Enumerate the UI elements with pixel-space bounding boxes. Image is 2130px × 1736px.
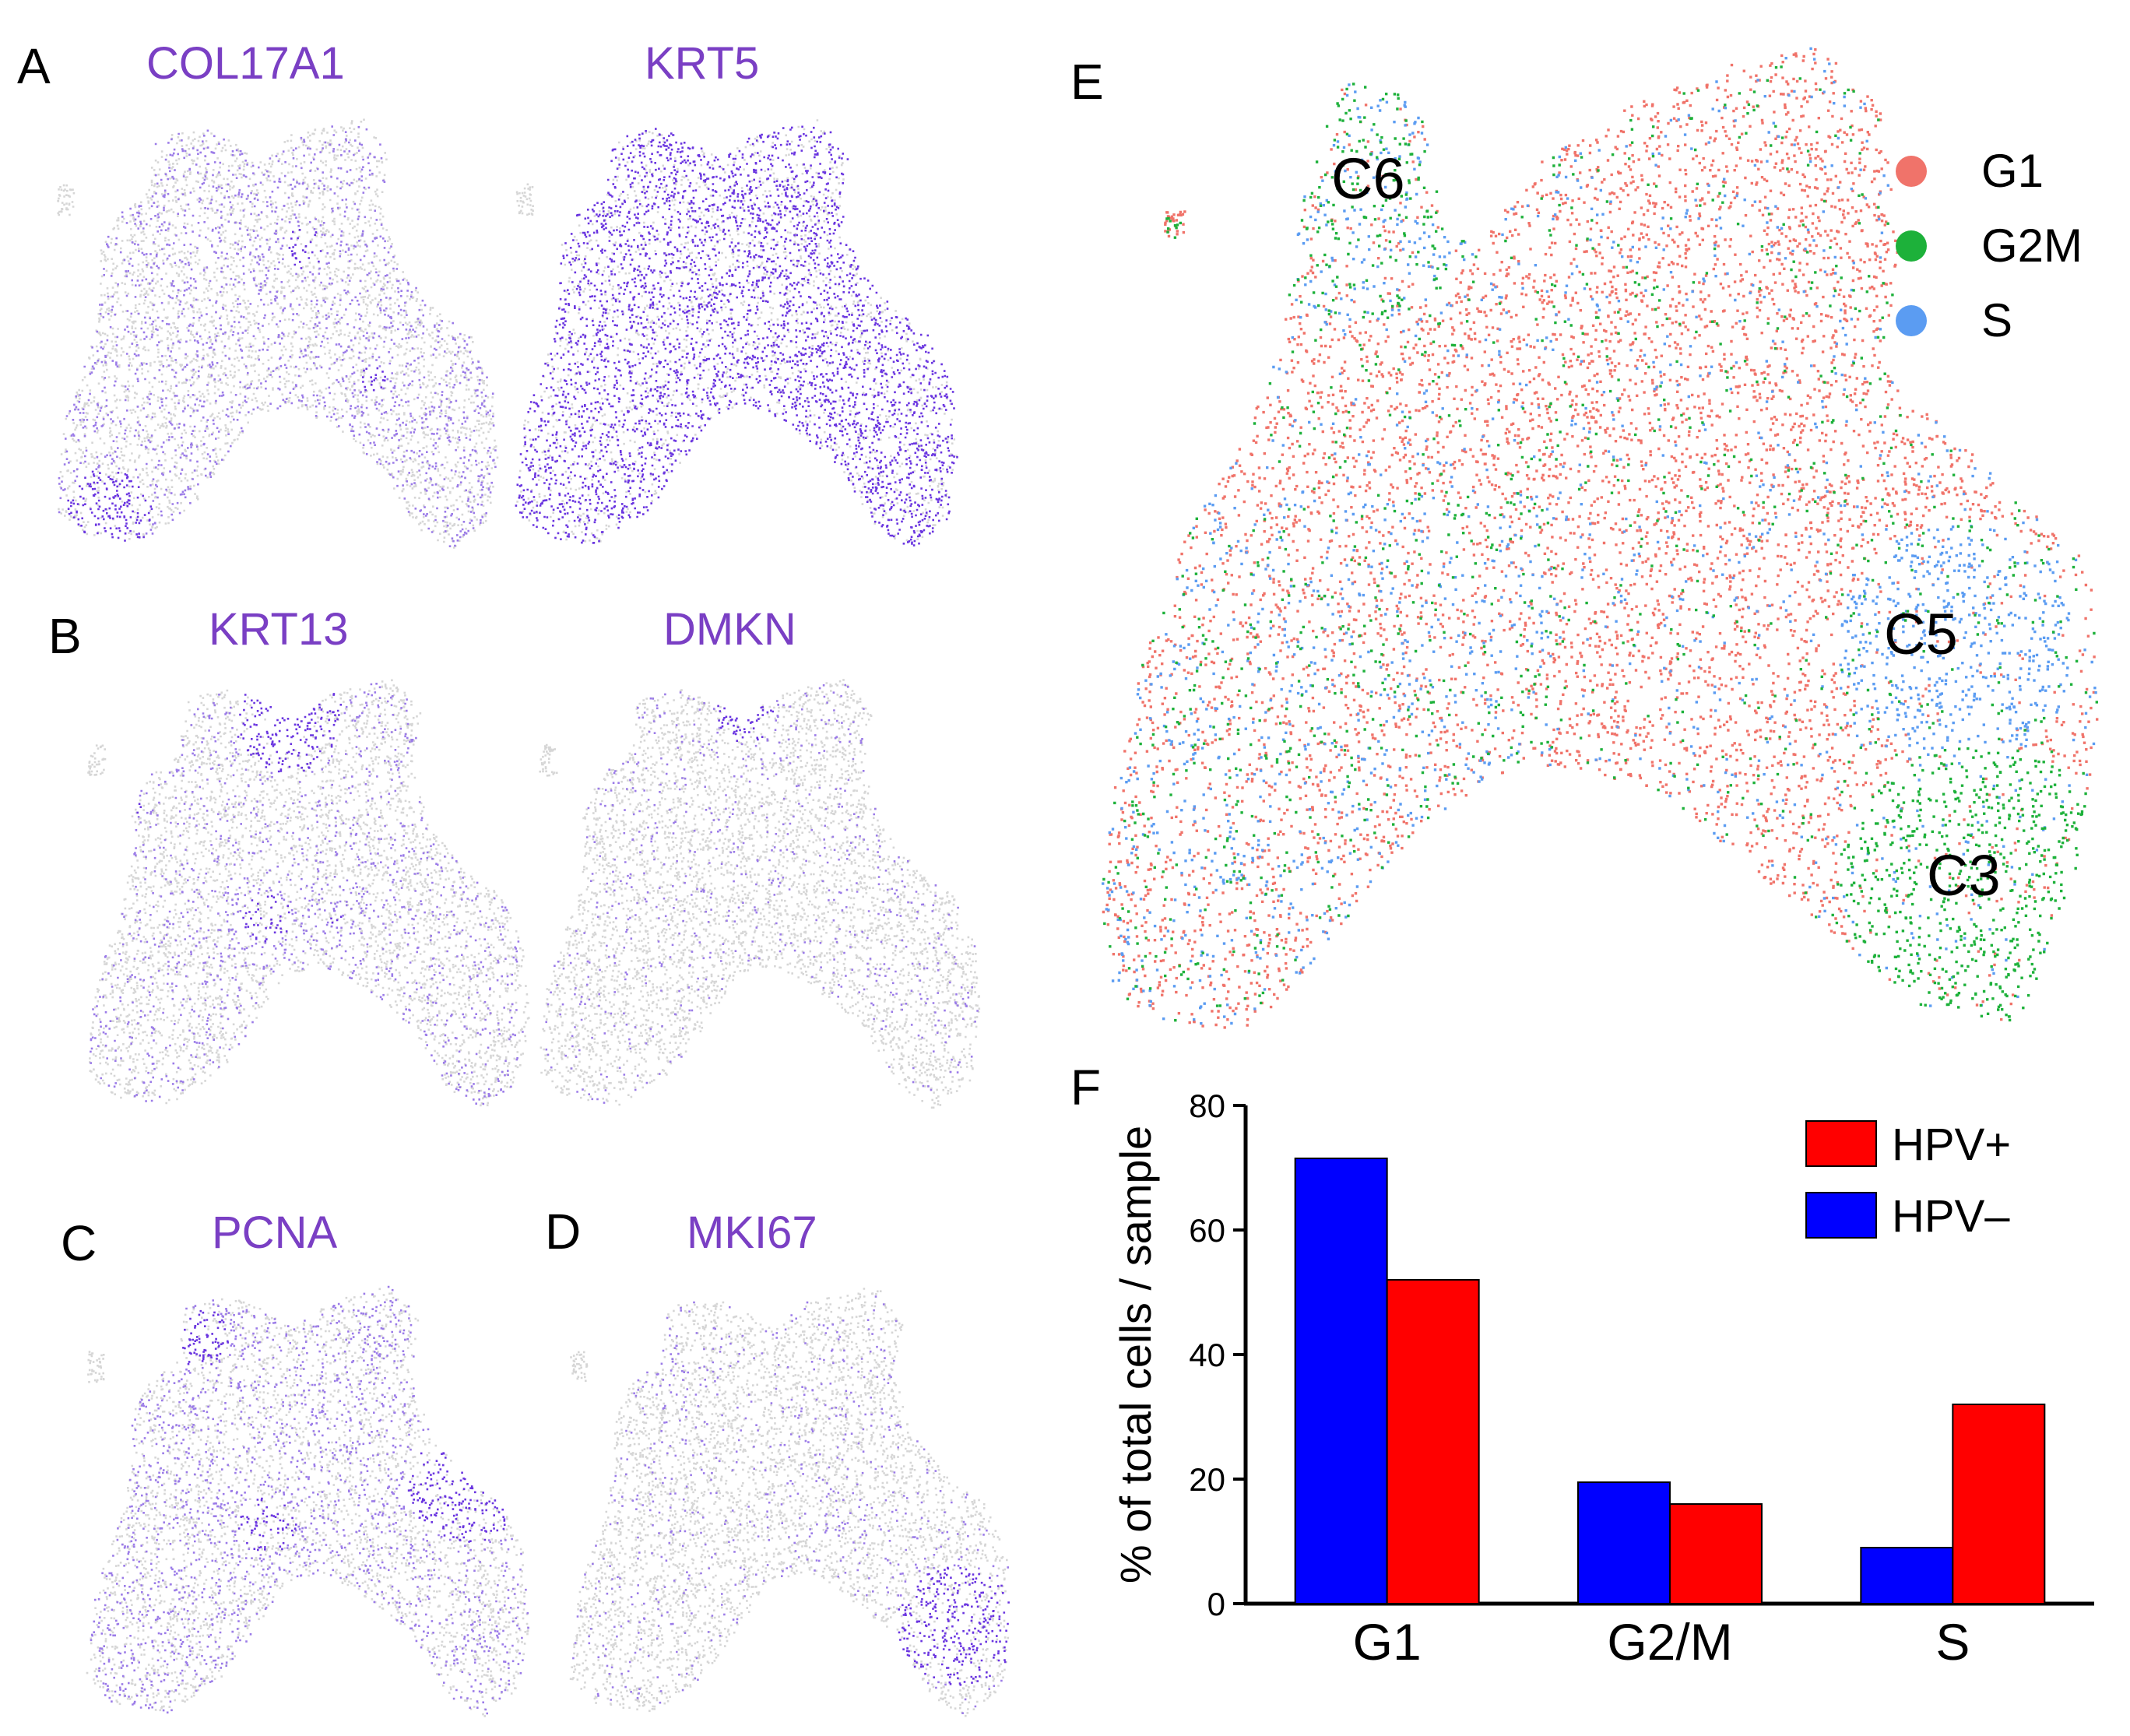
legend-swatch-hpv-neg: [1805, 1192, 1877, 1239]
gene-title-krt13: KRT13: [209, 604, 349, 655]
low-expression-cells: [90, 1285, 529, 1715]
umap-cells: [87, 679, 530, 1107]
unexpressed-cells: [539, 679, 981, 1109]
y-tick-label: 0: [1207, 1586, 1225, 1622]
panel-label-a: A: [17, 38, 51, 94]
cell-cycle-cells: [1102, 47, 2099, 1029]
cluster-label-c3: C3: [1927, 843, 2001, 908]
y-tick-label: 60: [1189, 1212, 1225, 1249]
legend-label-hpv-neg: HPV–: [1892, 1191, 2010, 1242]
bar-chart-panel: 0 20 40 60 80 % of total cells / sample G1 G2/M…: [1090, 1074, 2125, 1728]
umap-cells: [539, 679, 981, 1109]
umap-krt5: [506, 109, 973, 561]
panel-label-f: F: [1070, 1060, 1102, 1116]
high-expression-cells: [515, 125, 958, 546]
low-expression-cells: [572, 1295, 1009, 1714]
x-tick-label: G1: [1353, 1613, 1422, 1671]
unexpressed-cells: [86, 1288, 529, 1717]
low-expression-cells: [58, 125, 497, 548]
panel-label-b: B: [48, 608, 82, 664]
gene-title-col17a1: COL17A1: [146, 38, 345, 89]
umap-cell-cycle: C6 C5 C3 G1 G2M S: [1086, 23, 2129, 1059]
low-expression-cells: [545, 684, 979, 1104]
unexpressed-cells: [87, 679, 530, 1107]
phase-legend: G1 G2M S: [1896, 145, 2083, 346]
umap-cell-cycle-svg: C6 C5 C3 G1 G2M S: [1102, 47, 2099, 1029]
unexpressed-cells: [57, 118, 499, 549]
bar-g1-hpv-neg: [1294, 1158, 1388, 1604]
umap-cells: [57, 118, 499, 549]
umap-cells: [569, 1288, 1010, 1717]
umap-dmkn-svg: [539, 679, 981, 1109]
x-tick-label: S: [1935, 1613, 1970, 1671]
umap-pcna: [78, 1277, 545, 1728]
y-tick-label: 80: [1189, 1088, 1225, 1124]
bar-g2m-hpv-neg: [1577, 1481, 1671, 1604]
low-expression-cells: [90, 683, 524, 1105]
legend-swatch-s: [1896, 305, 1927, 336]
cells-g1: [1102, 48, 2099, 1029]
umap-col17a1: [47, 109, 514, 561]
bar-g1-hpv-pos: [1386, 1279, 1480, 1604]
x-tick-label: G2/M: [1607, 1613, 1732, 1671]
unexpressed-cells: [569, 1288, 1010, 1717]
cluster-label-c5: C5: [1884, 602, 1958, 666]
bar-s-hpv-neg: [1860, 1547, 1954, 1604]
umap-cells: [86, 1285, 529, 1717]
high-expression-cells: [898, 1566, 1010, 1686]
legend-swatch-hpv-pos: [1805, 1120, 1877, 1167]
gene-title-mki67: MKI67: [687, 1207, 817, 1258]
bar-chart-svg: 0 20 40 60 80 % of total cells / sample G1 G2/M…: [1111, 1088, 2094, 1671]
umap-col17a1-svg: [57, 118, 499, 549]
umap-dmkn: [529, 669, 996, 1121]
gene-title-krt5: KRT5: [645, 38, 760, 89]
high-expression-cells: [717, 705, 774, 742]
umap-mki67-svg: [569, 1288, 1010, 1717]
bar-legend: HPV+ HPV–: [1805, 1119, 2011, 1242]
umap-cells: [515, 119, 958, 546]
legend-swatch-g2m: [1896, 230, 1927, 262]
umap-mki67: [561, 1277, 1028, 1728]
umap-krt5-svg: [515, 119, 958, 546]
panel-label-e: E: [1070, 54, 1104, 110]
legend-label-g2m: G2M: [1981, 220, 2083, 272]
legend-swatch-g1: [1896, 156, 1927, 187]
umap-krt13-svg: [87, 679, 530, 1107]
bar-s-hpv-pos: [1952, 1404, 2046, 1604]
umap-pcna-svg: [86, 1285, 529, 1717]
legend-label-g1: G1: [1981, 145, 2044, 197]
gene-title-dmkn: DMKN: [663, 604, 796, 655]
gene-title-pcna: PCNA: [212, 1207, 338, 1258]
legend-label-hpv-pos: HPV+: [1892, 1119, 2011, 1170]
cluster-label-c6: C6: [1331, 146, 1405, 211]
panel-label-d: D: [545, 1204, 582, 1260]
y-axis-label: % of total cells / sample: [1111, 1126, 1160, 1583]
y-tick-label: 20: [1189, 1461, 1225, 1498]
umap-krt13: [78, 669, 545, 1121]
legend-label-s: S: [1981, 294, 2012, 346]
bar-g2m-hpv-pos: [1669, 1503, 1763, 1604]
panel-label-c: C: [61, 1215, 97, 1271]
high-expression-cells: [136, 693, 343, 943]
y-tick-label: 40: [1189, 1337, 1225, 1373]
